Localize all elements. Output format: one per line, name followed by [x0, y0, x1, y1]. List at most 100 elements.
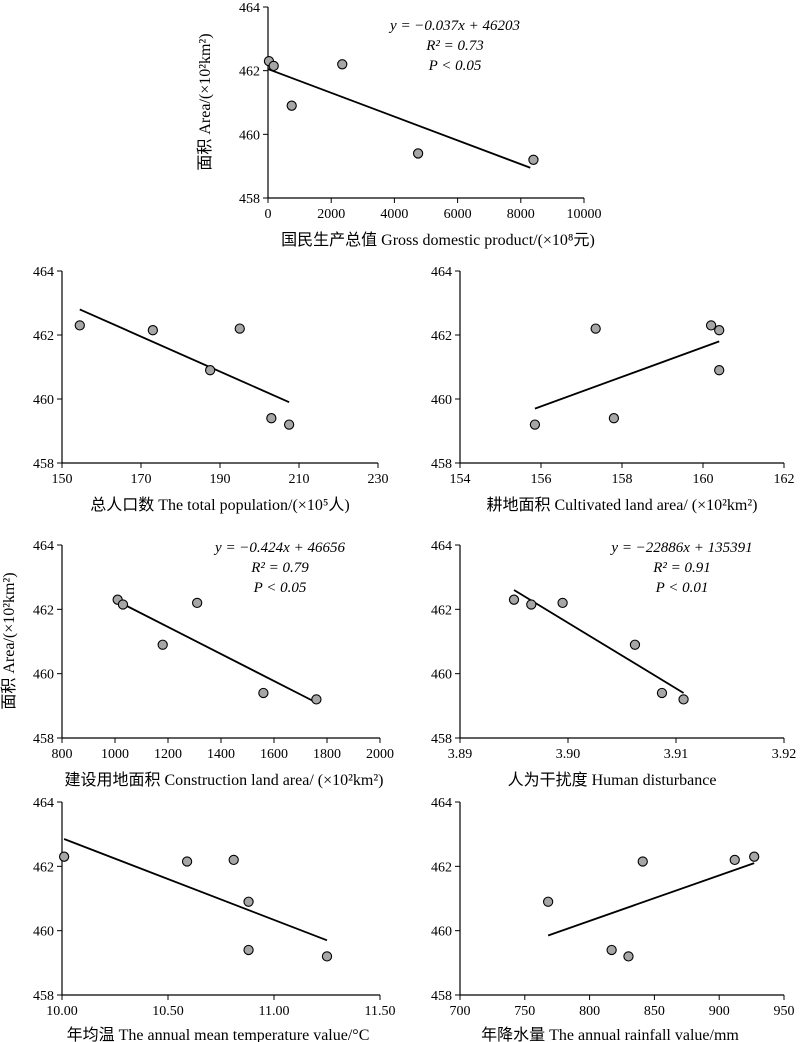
x-tick-label: 8000 [507, 207, 535, 222]
x-tick-label: 162 [774, 472, 795, 487]
regression-equation-line: y = −0.037x + 46203 [388, 18, 520, 34]
chart-population: 150 170 190 210 230 458 460 462 464 总人口数 The tota… [33, 265, 389, 514]
trend-line [534, 340, 720, 410]
data-point [729, 854, 740, 866]
data-point [234, 323, 245, 334]
data-point [204, 365, 216, 376]
y-tick-label: 460 [431, 925, 452, 940]
data-point [526, 599, 537, 610]
data-point [608, 413, 620, 424]
data-point [528, 154, 539, 165]
x-axis-title: 国民生产总值 Gross domestic product/(×10⁸元) [281, 231, 595, 249]
data-point [749, 851, 760, 862]
data-point [337, 59, 348, 70]
x-tick-label: 158 [612, 472, 633, 487]
chart-human: 3.89 3.90 3.91 3.92 458 460 462 464 人为干扰度 Human … [431, 539, 796, 789]
regression-equation-line: R² = 0.91 [652, 560, 711, 576]
data-point [258, 687, 269, 699]
y-axis-title: 面积 Area/(×10²km²) [196, 33, 214, 170]
regression-equation-line: y = −22886x + 135391 [609, 540, 752, 556]
y-axis-title: 面积 Area/(×10²km²) [0, 572, 18, 709]
y-tick-label: 464 [239, 1, 260, 16]
data-point [557, 597, 568, 609]
y-tick-label: 464 [33, 265, 54, 280]
x-tick-label: 10.50 [152, 1004, 184, 1019]
y-tick-label: 458 [239, 192, 260, 207]
x-axis-title: 总人口数 The total population/(×10⁵人) [90, 496, 349, 514]
x-tick-label: 2000 [317, 207, 345, 222]
data-point [268, 60, 279, 72]
y-tick-label: 458 [431, 732, 452, 747]
x-tick-label: 1400 [207, 747, 235, 762]
x-tick-label: 3.91 [664, 747, 689, 762]
trend-line [63, 838, 328, 942]
x-axis-title: 人为干扰度 Human disturbance [508, 771, 717, 789]
regression-equation-line: R² = 0.73 [425, 38, 484, 54]
y-tick-label: 464 [33, 796, 54, 811]
trend-line [547, 862, 755, 937]
y-tick-label: 462 [33, 329, 54, 344]
data-point [191, 597, 203, 609]
data-point [623, 951, 634, 962]
x-tick-label: 800 [579, 1004, 600, 1019]
data-point [714, 325, 725, 336]
y-tick-label: 464 [431, 265, 452, 280]
chart-rainfall: 700 750 800 850 900 950 458 460 462 464 年降水量 The a… [431, 796, 795, 1042]
data-point [705, 320, 717, 331]
data-point [157, 639, 168, 650]
y-tick-label: 458 [33, 457, 54, 472]
data-point [678, 694, 689, 705]
chart-cultivated: 154 156 158 160 162 458 460 462 464 耕地面积 Cultivat… [431, 265, 795, 514]
data-point [283, 419, 295, 430]
y-tick-label: 460 [33, 393, 54, 408]
data-point [117, 599, 129, 610]
y-tick-label: 460 [33, 925, 54, 940]
x-tick-label: 154 [450, 472, 471, 487]
y-tick-label: 460 [239, 128, 260, 143]
trend-line [267, 68, 531, 169]
x-tick-label: 3.90 [556, 747, 581, 762]
x-tick-label: 1600 [260, 747, 288, 762]
data-point [629, 639, 641, 650]
data-point [606, 944, 617, 956]
y-tick-label: 462 [33, 860, 54, 875]
data-point [714, 365, 725, 376]
regression-equation-line: P < 0.05 [253, 580, 307, 596]
trend-line [117, 600, 317, 704]
y-tick-label: 464 [431, 539, 452, 554]
y-tick-label: 458 [431, 457, 452, 472]
y-tick-label: 464 [431, 796, 452, 811]
y-tick-label: 460 [431, 393, 452, 408]
x-axis-title: 建设用地面积 Construction land area/ (×10²km²) [64, 771, 383, 789]
x-tick-label: 230 [368, 472, 389, 487]
x-tick-label: 3.89 [448, 747, 473, 762]
y-tick-label: 460 [431, 668, 452, 683]
chart-construction: 800 1000 1200 1400 1600 1800 2000 458 460 462 464 建… [33, 539, 394, 789]
data-point [228, 854, 239, 866]
x-tick-label: 900 [709, 1004, 730, 1019]
regression-equation-line: P < 0.01 [655, 580, 709, 596]
data-point [321, 951, 333, 962]
data-point [656, 687, 668, 699]
trend-line [79, 308, 290, 404]
data-point [542, 896, 554, 907]
data-point [58, 851, 70, 862]
x-tick-label: 800 [52, 747, 73, 762]
data-point [529, 419, 541, 430]
regression-equation-line: R² = 0.79 [250, 560, 309, 576]
x-tick-label: 10000 [567, 207, 602, 222]
y-tick-label: 458 [33, 732, 54, 747]
x-tick-label: 11.00 [259, 1004, 290, 1019]
x-tick-label: 11.50 [365, 1004, 396, 1019]
data-point [243, 896, 254, 907]
x-tick-label: 156 [531, 472, 552, 487]
x-tick-label: 3.92 [772, 747, 797, 762]
x-tick-label: 1000 [101, 747, 129, 762]
x-tick-label: 950 [774, 1004, 795, 1019]
y-tick-label: 462 [431, 860, 452, 875]
trend-line [513, 589, 685, 694]
y-tick-label: 462 [239, 65, 260, 80]
regression-equation-line: y = −0.424x + 46656 [213, 540, 345, 556]
data-point [74, 320, 85, 331]
